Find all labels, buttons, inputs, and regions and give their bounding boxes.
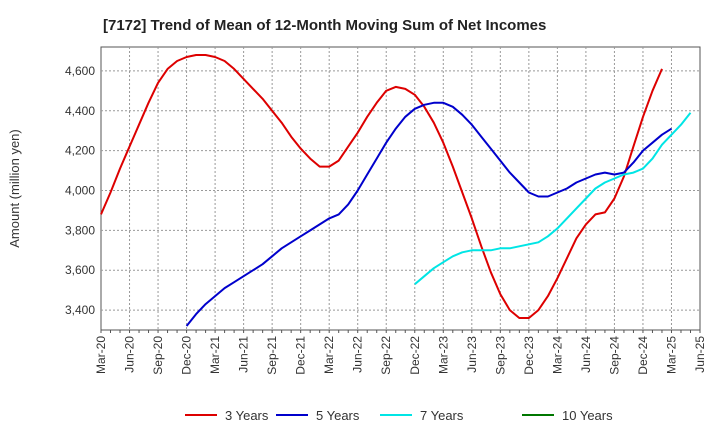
x-tick-label: Sep-22 [379, 336, 393, 375]
y-axis-label: Amount (million yen) [7, 129, 22, 248]
x-tick-label: Sep-21 [265, 336, 279, 375]
y-tick-label: 4,200 [65, 144, 95, 158]
x-tick-label: Mar-20 [94, 336, 108, 374]
x-tick-label: Dec-23 [522, 336, 536, 375]
x-tick-label: Jun-25 [693, 336, 707, 373]
legend-label: 10 Years [562, 408, 613, 423]
x-axis-ticks: Mar-20 Jun-20 Sep-20 Dec-20 Mar-21 Jun-21 Sep-… [94, 330, 707, 375]
x-tick-label: Sep-23 [493, 336, 507, 375]
x-tick-label: Jun-23 [465, 336, 479, 373]
gridlines [101, 47, 700, 330]
series-line-1 [100, 54, 663, 319]
series-line-2 [185, 101, 673, 327]
x-tick-label: Mar-24 [550, 336, 564, 374]
legend-label: 5 Years [316, 408, 360, 423]
x-tick-label: Dec-20 [180, 336, 194, 375]
x-tick-label: Mar-21 [208, 336, 222, 374]
x-tick-label: Dec-24 [636, 336, 650, 375]
x-tick-label: Jun-24 [579, 336, 593, 373]
x-tick-label: Jun-20 [123, 336, 137, 373]
series-lines [100, 54, 692, 327]
y-tick-label: 4,600 [65, 64, 95, 78]
plot-area [100, 46, 701, 331]
x-tick-label: Dec-21 [294, 336, 308, 375]
x-tick-label: Sep-24 [607, 336, 621, 375]
y-tick-label: 4,000 [65, 183, 95, 197]
legend-label: 3 Years [225, 408, 269, 423]
y-tick-label: 4,400 [65, 104, 95, 118]
x-tick-label: Mar-23 [436, 336, 450, 374]
x-tick-label: Jun-22 [351, 336, 365, 373]
series-line-3 [414, 112, 692, 285]
x-tick-label: Dec-22 [408, 336, 422, 375]
chart-title: [7172] Trend of Mean of 12-Month Moving … [103, 17, 546, 34]
x-tick-label: Sep-20 [151, 336, 165, 375]
y-tick-label: 3,600 [65, 263, 95, 277]
y-axis-ticks: 3,400 3,600 3,800 4,000 4,200 4,400 4,600 [65, 64, 95, 317]
y-tick-label: 3,400 [65, 303, 95, 317]
x-tick-label: Jun-21 [237, 336, 251, 373]
y-tick-label: 3,800 [65, 223, 95, 237]
legend: 3 Years 5 Years 7 Years 10 Years [185, 408, 613, 423]
x-tick-label: Mar-25 [664, 336, 678, 374]
legend-label: 7 Years [420, 408, 464, 423]
x-tick-label: Mar-22 [322, 336, 336, 374]
